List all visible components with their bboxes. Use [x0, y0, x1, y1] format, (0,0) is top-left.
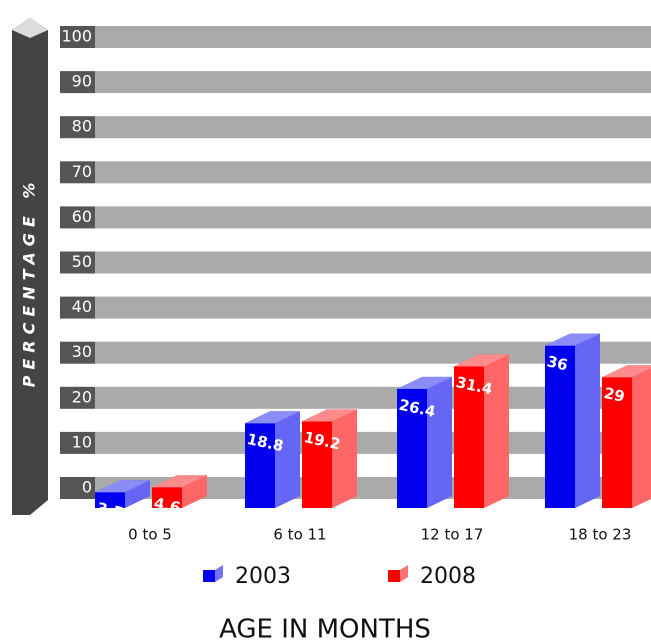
- bar-side: [484, 354, 509, 508]
- y-tick-label: 60: [72, 207, 92, 226]
- grid-band: [95, 116, 651, 139]
- grid-band: [95, 71, 651, 94]
- y-tick-label: 30: [72, 342, 92, 361]
- legend-swatch-shade: [388, 565, 408, 582]
- tick-box: [60, 71, 95, 94]
- grid-band: [95, 296, 651, 319]
- y-tick-label: 100: [61, 27, 92, 46]
- x-tick-label: 0 to 5: [128, 526, 172, 544]
- bar-side-shade: [427, 376, 452, 508]
- bar-top-shade: [95, 480, 150, 493]
- bar-front: [302, 421, 332, 508]
- bar-side: [332, 409, 357, 508]
- legend-swatch: [388, 570, 400, 582]
- bar-side-shade: [332, 409, 357, 508]
- value-label: 29: [602, 384, 626, 406]
- legend-swatch-side: [400, 565, 408, 582]
- bar-top-shade: [397, 376, 452, 389]
- bar: [245, 411, 300, 508]
- legend-swatch-shade: [203, 565, 223, 582]
- bar-side: [182, 475, 207, 508]
- bar-side-shade: [575, 333, 600, 508]
- bar: [152, 475, 207, 508]
- bar-side-shade: [275, 411, 300, 508]
- bar: [397, 376, 452, 508]
- bar-side: [632, 368, 651, 508]
- grid-band: [95, 26, 651, 48]
- bar-front: [152, 487, 182, 508]
- x-tick-label: 12 to 17: [421, 526, 484, 544]
- bar: [95, 480, 150, 508]
- x-tick-label: 18 to 23: [569, 526, 632, 544]
- bar-top-shade: [152, 475, 207, 488]
- tick-box: [60, 431, 95, 454]
- bar: [602, 365, 651, 508]
- y-tick-label: 40: [72, 297, 92, 316]
- y-tick-label: 0: [82, 478, 92, 497]
- tick-box: [60, 206, 95, 229]
- grid-band: [95, 341, 651, 364]
- bar-side-shade: [632, 368, 651, 508]
- bar-side: [125, 480, 150, 508]
- tick-box: [60, 341, 95, 364]
- bar: [302, 409, 357, 508]
- legend-swatch-side: [215, 565, 223, 582]
- bar-top-shade: [302, 409, 357, 422]
- x-axis-title: AGE IN MONTHS: [219, 615, 431, 644]
- value-label: 4.6: [152, 494, 182, 517]
- grid-band: [95, 431, 651, 454]
- legend-label: 2003: [235, 564, 291, 589]
- y-tick-label: 50: [72, 252, 92, 271]
- bar: [454, 354, 509, 508]
- bar-top-shade: [245, 411, 300, 424]
- grid-band: [95, 477, 651, 499]
- tick-box: [60, 251, 95, 274]
- y-tick-label: 10: [72, 432, 92, 451]
- y-tick-label: 70: [72, 162, 92, 181]
- y-tick-label: 20: [72, 387, 92, 406]
- bar-side: [575, 333, 600, 508]
- y-axis-wall-top: [12, 18, 48, 38]
- bar-top-shade: [454, 354, 509, 367]
- tick-box: [60, 161, 95, 184]
- bar-side-shade: [484, 354, 509, 508]
- value-label: 36: [545, 352, 569, 374]
- grid-band: [95, 161, 651, 184]
- grid-band: [95, 251, 651, 274]
- y-tick-label: 90: [72, 72, 92, 91]
- tick-box: [60, 116, 95, 139]
- bar: [545, 333, 600, 508]
- bar-side-shade: [182, 475, 207, 508]
- value-label: 3.5: [95, 499, 125, 522]
- bar-side: [427, 376, 452, 508]
- grid-band: [95, 206, 651, 229]
- legend-swatch: [203, 570, 215, 582]
- y-axis-wall: [12, 18, 48, 515]
- tick-box: [60, 386, 95, 409]
- x-tick-label: 6 to 11: [273, 526, 326, 544]
- tick-box: [60, 477, 95, 499]
- tick-box: [60, 296, 95, 319]
- legend-label: 2008: [420, 564, 476, 589]
- y-axis-title: PERCENTAGE %: [20, 177, 39, 388]
- bar-front: [245, 423, 275, 508]
- bar-side: [275, 411, 300, 508]
- bar-front: [545, 345, 575, 508]
- grid-band: [95, 386, 651, 409]
- bar-front: [602, 377, 632, 508]
- bar-front: [454, 366, 484, 508]
- y-tick-label: 80: [72, 117, 92, 136]
- tick-box: [60, 26, 95, 48]
- bar-side-shade: [125, 480, 150, 508]
- bar-front: [397, 388, 427, 508]
- bar-top-shade: [545, 333, 600, 346]
- bar-front: [95, 492, 125, 508]
- bar-top-shade: [602, 365, 651, 378]
